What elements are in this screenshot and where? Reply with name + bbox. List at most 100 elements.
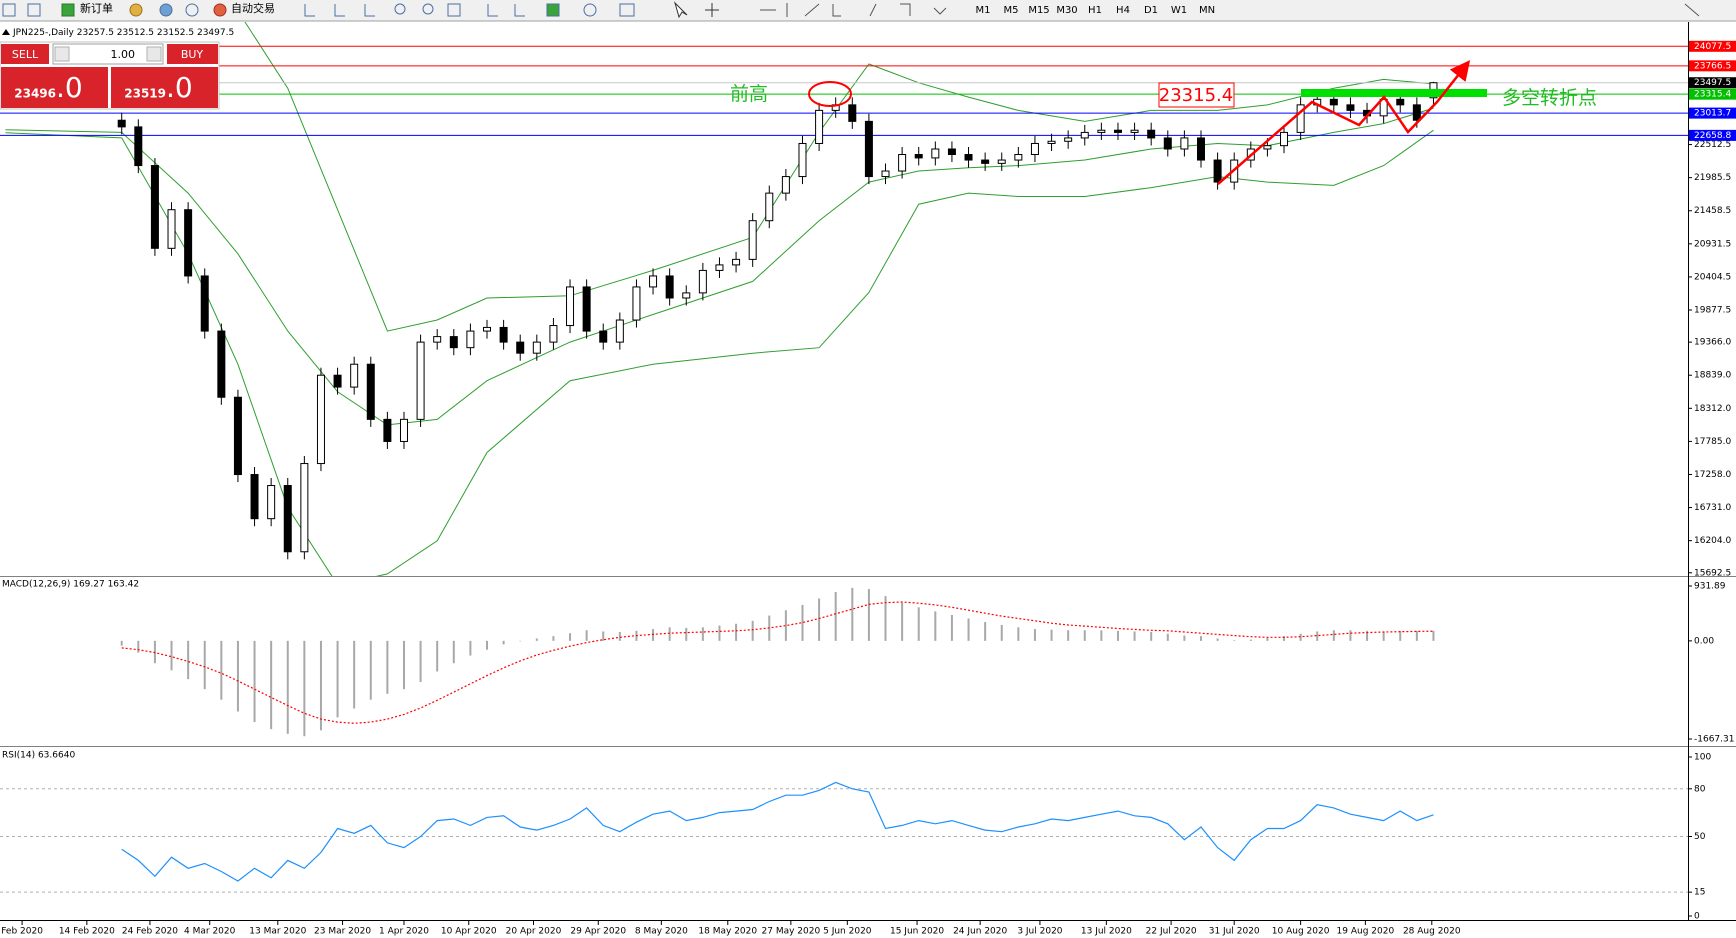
candle-body bbox=[549, 325, 558, 343]
candle-body bbox=[150, 165, 159, 249]
indicator-title: MACD(12,26,9) 169.27 163.42 bbox=[2, 580, 139, 590]
macd-bar bbox=[286, 640, 289, 734]
candle-body bbox=[134, 126, 143, 167]
timeframe-button[interactable]: MN bbox=[1199, 5, 1215, 16]
candle-body bbox=[1030, 142, 1039, 156]
macd-bar bbox=[701, 627, 704, 641]
new-order-icon[interactable] bbox=[61, 3, 75, 17]
auto-trading-icon[interactable] bbox=[213, 3, 227, 17]
candle-body bbox=[582, 286, 591, 332]
timeframe-bar: M1 M5 M15 M30 H1 H4 D1 W1 MN bbox=[976, 5, 1216, 16]
candle-body bbox=[466, 330, 475, 349]
candle-body bbox=[1296, 104, 1305, 133]
y-tick-label: 19877.5 bbox=[1694, 306, 1731, 316]
y-tick-label: 16204.0 bbox=[1694, 536, 1731, 546]
lot-down[interactable] bbox=[54, 46, 70, 62]
timeframe-button[interactable]: M30 bbox=[1056, 5, 1077, 16]
y-tick-label: 16731.0 bbox=[1694, 503, 1731, 513]
timeframe-button[interactable]: H1 bbox=[1088, 5, 1102, 16]
macd-bar bbox=[203, 640, 206, 690]
macd-bar bbox=[1299, 633, 1302, 641]
y-tick-label: 17785.0 bbox=[1694, 437, 1731, 447]
sell-price-box[interactable] bbox=[1, 67, 108, 108]
macd-bar bbox=[950, 614, 953, 641]
timeframe-button[interactable]: M5 bbox=[1004, 5, 1019, 16]
macd-signal bbox=[121, 601, 1434, 724]
candle-body bbox=[748, 220, 757, 260]
macd-bar bbox=[1366, 630, 1369, 641]
buy-price-fraction: .0 bbox=[166, 71, 193, 104]
new-order-button[interactable]: 新订单 bbox=[80, 1, 113, 15]
candle-body bbox=[665, 275, 674, 299]
timeframe-button[interactable]: H4 bbox=[1116, 5, 1130, 16]
macd-bar bbox=[1166, 633, 1169, 641]
macd-bar bbox=[934, 611, 937, 641]
lot-input[interactable] bbox=[52, 43, 164, 65]
macd-bar bbox=[1432, 630, 1435, 641]
candle-body bbox=[815, 109, 824, 144]
candle-body bbox=[698, 269, 707, 294]
x-tick-label: 24 Jun 2020 bbox=[953, 927, 1007, 937]
x-tick-label: 19 Aug 2020 bbox=[1337, 927, 1395, 937]
macd-bar bbox=[1033, 629, 1036, 641]
candle-body bbox=[1379, 98, 1388, 117]
candle-body bbox=[1130, 129, 1139, 133]
macd-bar bbox=[967, 618, 970, 641]
candle-body bbox=[599, 330, 608, 343]
candle-body bbox=[217, 330, 226, 398]
candle-body bbox=[1263, 145, 1272, 150]
lot-value: 1.00 bbox=[111, 48, 136, 61]
macd-bar bbox=[1083, 630, 1086, 641]
candle-body bbox=[283, 485, 292, 553]
macd-bar bbox=[1150, 632, 1153, 641]
candle-body bbox=[184, 209, 193, 277]
candle-body bbox=[981, 159, 990, 164]
y-tick-label: 20931.5 bbox=[1694, 239, 1731, 249]
timeframe-button[interactable]: M15 bbox=[1028, 5, 1049, 16]
macd-bar bbox=[402, 640, 405, 690]
drawing-objects bbox=[808, 60, 1487, 185]
collapse-icon bbox=[2, 29, 10, 35]
y-tick-label: 15692.5 bbox=[1694, 568, 1731, 578]
x-tick-label: 10 Apr 2020 bbox=[441, 927, 497, 937]
macd-bar bbox=[818, 598, 821, 641]
y-tick-label: 19366.0 bbox=[1694, 338, 1731, 348]
buy-button[interactable] bbox=[167, 44, 218, 64]
x-tick-label: 13 Mar 2020 bbox=[249, 927, 306, 937]
candle-body bbox=[416, 341, 425, 420]
timeframe-button[interactable]: M1 bbox=[976, 5, 991, 16]
candle-body bbox=[516, 341, 525, 354]
lot-up[interactable] bbox=[146, 46, 162, 62]
macd-bar bbox=[519, 640, 522, 642]
sell-button[interactable] bbox=[1, 44, 49, 64]
y-tick-label: 17258.0 bbox=[1694, 470, 1731, 480]
macd-bar bbox=[220, 640, 223, 700]
macd-bar bbox=[486, 640, 489, 650]
x-tick-label: 28 Aug 2020 bbox=[1403, 927, 1461, 937]
candle-body bbox=[1396, 98, 1405, 106]
x-tick-label: Feb 2020 bbox=[1, 927, 43, 937]
macd-bar bbox=[668, 627, 671, 641]
candle-body bbox=[499, 326, 508, 343]
auto-trading-button[interactable]: 自动交易 bbox=[231, 1, 275, 15]
macd-bar bbox=[1183, 635, 1186, 641]
macd-bar bbox=[718, 625, 721, 641]
timeframe-button[interactable]: D1 bbox=[1144, 5, 1158, 16]
x-tick-label: 23 Mar 2020 bbox=[314, 927, 371, 937]
buy-price-box[interactable] bbox=[111, 67, 218, 108]
candle-body bbox=[732, 258, 741, 266]
y-tick-label: 15 bbox=[1694, 888, 1705, 898]
one-click-trading bbox=[0, 41, 220, 110]
trend-arrow bbox=[1217, 60, 1471, 185]
y-tick-label: 50 bbox=[1694, 832, 1706, 842]
macd-bar bbox=[1216, 638, 1219, 641]
candle-body bbox=[250, 474, 259, 520]
turning-point-label: 多空转折点 bbox=[1502, 87, 1597, 109]
macd-bar bbox=[502, 640, 505, 645]
candle-body bbox=[632, 286, 641, 321]
macd-bar bbox=[170, 640, 173, 671]
candle-body bbox=[1113, 129, 1122, 133]
timeframe-button[interactable]: W1 bbox=[1171, 5, 1187, 16]
macd-bar bbox=[187, 640, 190, 680]
candle-body bbox=[914, 154, 923, 159]
